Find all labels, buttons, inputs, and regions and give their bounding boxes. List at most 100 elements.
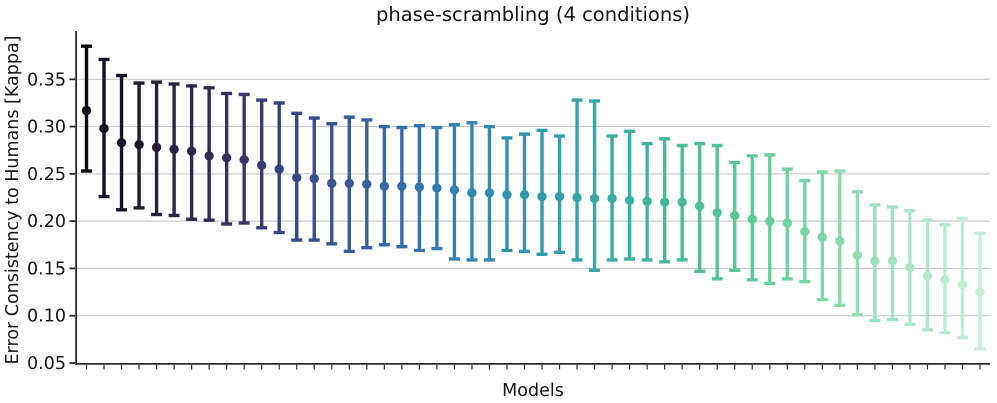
error-bar [904, 209, 916, 326]
error-bar [956, 216, 968, 340]
error-bar [133, 81, 145, 210]
data-point-marker [151, 142, 162, 153]
data-point-marker [414, 182, 425, 192]
error-bar [554, 134, 566, 255]
error-bar [571, 98, 583, 262]
error-bar [921, 218, 933, 332]
error-bar [431, 125, 443, 251]
y-tick-label: 0.05 [27, 354, 66, 374]
error-bar [396, 125, 408, 249]
error-bar [764, 153, 776, 286]
data-point-marker [309, 173, 319, 184]
data-point-marker [975, 287, 985, 297]
y-tick-label: 0.35 [27, 70, 66, 90]
data-point-marker [905, 262, 915, 273]
error-bar [168, 82, 180, 218]
data-point-marker [239, 154, 249, 165]
error-bar [746, 154, 758, 282]
chart-title: phase-scrambling (4 conditions) [376, 3, 690, 26]
data-point-marker [712, 207, 722, 218]
error-bar [869, 203, 881, 323]
data-point-marker [204, 151, 214, 161]
error-bar [291, 111, 303, 242]
y-tick-label: 0.10 [27, 307, 66, 327]
error-bar [694, 141, 706, 273]
error-bar [711, 143, 723, 281]
error-bar [501, 136, 513, 253]
error-bar [676, 143, 688, 262]
axes-layer [69, 31, 990, 370]
error-bar [186, 84, 198, 221]
error-bar [886, 205, 898, 322]
x-axis-label: Models [502, 381, 564, 401]
data-point-marker [502, 189, 512, 200]
data-point-marker [835, 236, 845, 246]
error-bar [221, 91, 233, 226]
data-point-marker [397, 181, 407, 191]
data-point-marker [554, 191, 565, 202]
data-point-marker [186, 146, 197, 156]
error-bar [536, 128, 548, 256]
data-point-marker [607, 193, 617, 204]
data-point-marker [870, 256, 880, 266]
error-bar [361, 118, 373, 250]
data-point-marker [221, 153, 232, 163]
error-bar [589, 99, 601, 273]
data-point-marker [432, 183, 442, 193]
tick-label-layer: 0.05 0.10 0.15 0.20 0.25 0.30 0.35 [27, 70, 66, 374]
data-point-marker [589, 193, 600, 204]
error-bar [378, 124, 390, 247]
error-bar [974, 231, 986, 351]
error-bar [659, 137, 671, 264]
error-bar [151, 80, 163, 217]
error-bar [466, 121, 478, 262]
data-point-marker [765, 216, 775, 226]
data-point-marker [344, 178, 354, 189]
error-bar [98, 57, 110, 199]
data-point-marker [81, 105, 92, 116]
data-point-marker [292, 172, 302, 183]
data-point-marker [642, 196, 652, 206]
data-point-marker [169, 144, 179, 154]
y-tick-label: 0.30 [27, 118, 66, 138]
data-point-marker [957, 279, 968, 290]
y-tick-label: 0.25 [27, 165, 66, 185]
error-bar [326, 122, 338, 246]
error-bar [834, 169, 846, 308]
data-point-marker [116, 137, 127, 148]
data-point-marker [624, 195, 635, 206]
data-point-marker [730, 210, 740, 221]
error-bar [624, 129, 636, 261]
data-point-marker [572, 192, 582, 203]
error-bar [816, 170, 828, 302]
error-bar [483, 124, 495, 262]
data-point-marker [940, 275, 950, 285]
error-bar [308, 116, 320, 242]
error-bar [448, 122, 460, 261]
data-point-marker [922, 271, 933, 281]
data-point-marker [99, 123, 109, 134]
error-bar [518, 132, 530, 254]
data-point-marker [817, 232, 828, 242]
error-bar [81, 44, 92, 173]
error-bar [273, 101, 285, 235]
data-point-marker [274, 164, 284, 174]
error-bar [799, 178, 811, 284]
y-tick-label: 0.15 [27, 259, 66, 279]
data-point-marker [134, 139, 144, 150]
error-bar [343, 115, 355, 254]
data-point-marker [327, 178, 337, 189]
error-bar [939, 223, 951, 335]
data-point-marker [256, 160, 267, 171]
error-bar [729, 160, 741, 273]
grid-layer [77, 78, 990, 317]
data-point-marker [852, 250, 863, 260]
error-bar [641, 141, 653, 262]
y-axis-label: Error Consistency to Humans [Kappa] [3, 35, 23, 364]
data-point-marker [519, 189, 530, 200]
error-bar [851, 190, 863, 317]
data-point-marker [747, 214, 757, 224]
error-bar [256, 98, 268, 230]
data-point-marker [467, 188, 477, 198]
